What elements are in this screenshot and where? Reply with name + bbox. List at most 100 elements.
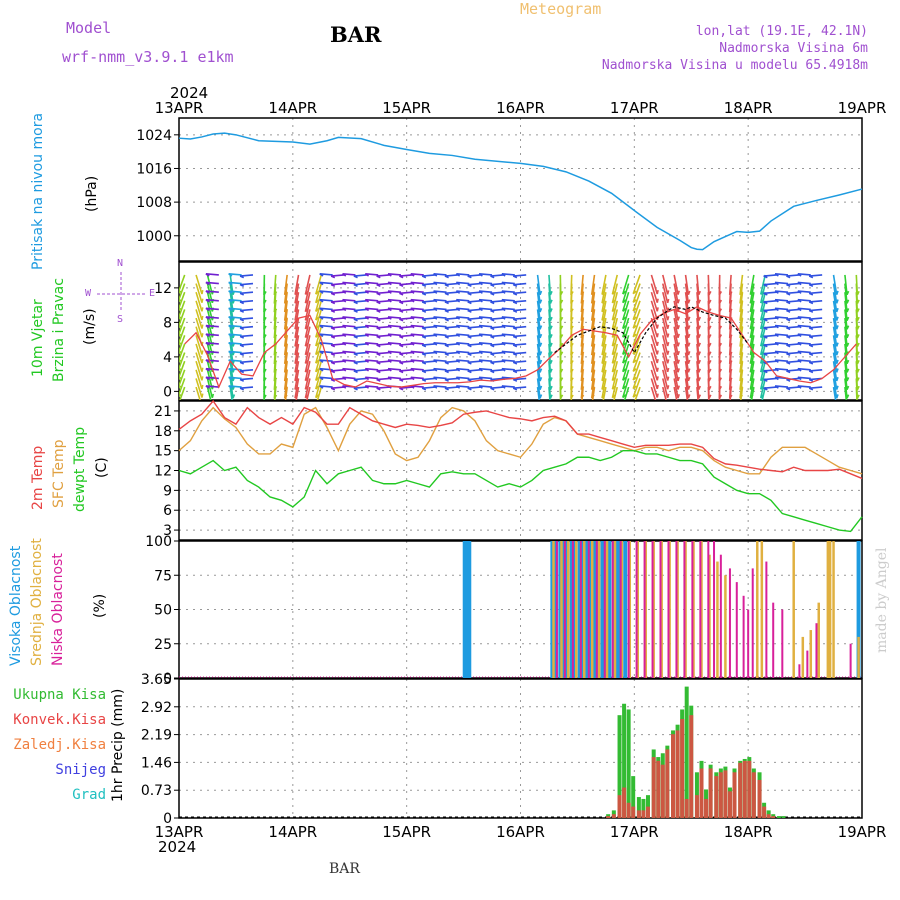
- wind-arrow: [622, 317, 630, 338]
- wind-arrow: [315, 283, 323, 304]
- wind-arrow-head: [399, 352, 404, 357]
- wind-arrow: [353, 274, 367, 277]
- wind-arrow: [809, 343, 823, 346]
- wind-arrow: [809, 369, 823, 372]
- wind-arrow: [774, 385, 789, 388]
- cloud-bar-mid: [826, 541, 830, 678]
- wind-arrow-head: [433, 307, 438, 312]
- cloud-bar-low: [643, 541, 646, 678]
- wind-arrow: [353, 325, 367, 329]
- wind-arrow: [315, 309, 323, 329]
- wind-arrow-head: [387, 290, 392, 294]
- wind-arrow: [399, 282, 413, 286]
- wind-arrow-head: [708, 368, 712, 373]
- wind-arrow-head: [179, 376, 182, 381]
- wind-arrow: [456, 273, 470, 276]
- wind-arrow-head: [549, 359, 553, 365]
- wind-arrow-head: [342, 376, 347, 381]
- wind-arrow-head: [808, 344, 814, 348]
- wind-arrow: [433, 324, 447, 328]
- wind-arrow-head: [730, 404, 732, 407]
- wind-arrow-head: [294, 360, 299, 365]
- wind-arrow-head: [399, 283, 404, 288]
- pressure-line: [178, 132, 863, 251]
- wind-arrow: [623, 386, 630, 400]
- wind-arrow-head: [632, 350, 637, 355]
- wind-arrow: [353, 360, 367, 364]
- wind-arrow-head: [666, 324, 670, 330]
- wind-arrow: [513, 360, 527, 364]
- wind-arrow-head: [601, 368, 606, 373]
- wind-arrow: [444, 343, 458, 346]
- wind-arrow: [490, 334, 504, 338]
- year-label-top: 2024: [170, 84, 209, 102]
- wind-arrow: [761, 386, 767, 400]
- wind-arrow-head: [364, 307, 370, 312]
- wind-arrow: [399, 343, 413, 346]
- cloud-bar-mid: [716, 561, 719, 678]
- wind-arrow-head: [205, 273, 210, 277]
- wind-arrow: [809, 360, 823, 364]
- wind-arrow-head: [239, 335, 245, 339]
- wind-arrow: [490, 386, 504, 389]
- wind-arrow-head: [421, 301, 427, 305]
- wind-arrow-head: [353, 309, 358, 313]
- wind-arrow: [376, 386, 390, 389]
- cloud-bar-mid: [832, 541, 835, 678]
- wind-arrow-head: [263, 334, 267, 339]
- wind-arrow: [304, 326, 311, 347]
- cloud-bar-mid: [708, 554, 711, 678]
- y-tick-label: 3: [163, 523, 172, 539]
- wind-arrow-head: [632, 299, 637, 303]
- wind-arrow-head: [433, 281, 438, 286]
- cloud-bar-mid: [644, 541, 647, 678]
- wind-arrow: [228, 273, 242, 276]
- wind-arrow: [365, 324, 379, 328]
- wind-arrow-head: [539, 333, 543, 339]
- cloud-bar-low: [713, 541, 716, 678]
- y-tick-label: 6: [163, 503, 172, 519]
- cloud-bar-high: [467, 541, 472, 678]
- wind-arrow-head: [797, 316, 802, 320]
- wind-arrow-head: [749, 299, 754, 304]
- wind-arrow-head: [559, 377, 564, 382]
- wind-arrow: [228, 316, 242, 319]
- wind-arrow-head: [666, 316, 670, 321]
- wind-arrow: [786, 317, 800, 320]
- wind-arrow: [387, 281, 402, 285]
- wind-arrow-head: [421, 361, 427, 365]
- wind-arrow-head: [760, 316, 764, 321]
- wind-arrow-head: [376, 309, 381, 313]
- wind-arrow: [179, 326, 186, 345]
- wind-arrow-head: [455, 368, 461, 372]
- wind-smooth-line: [554, 306, 749, 354]
- wind-arrow: [399, 291, 413, 295]
- wind-arrow: [501, 367, 515, 371]
- wind-arrow-head: [478, 376, 483, 381]
- wind-arrow-head: [699, 403, 701, 407]
- wind-arrow: [315, 378, 323, 398]
- wind-arrow-head: [632, 359, 637, 364]
- cloud-bar-mid: [700, 541, 703, 678]
- wind-arrow-head: [228, 324, 233, 329]
- wind-arrow-head: [835, 325, 839, 330]
- wind-arrow-head: [729, 360, 733, 365]
- wind-arrow-head: [749, 377, 754, 382]
- wind-arrow-head: [708, 290, 712, 296]
- wind-arrow-head: [263, 342, 267, 348]
- wind-arrow: [444, 351, 458, 355]
- wind-arrow: [304, 369, 311, 390]
- wind-arrow-head: [835, 342, 839, 347]
- wind-arrow-head: [315, 299, 320, 304]
- wind-arrow: [433, 376, 447, 380]
- wind-arrow-head: [708, 325, 712, 330]
- wind-arrow: [239, 325, 254, 329]
- wind-arrow-head: [467, 335, 472, 339]
- wind-arrow-head: [846, 342, 850, 347]
- wind-arrow: [315, 317, 323, 338]
- wind-arrow-head: [774, 359, 779, 363]
- wind-arrow: [844, 343, 848, 364]
- compass-south: S: [117, 314, 124, 325]
- wind-arrow-head: [687, 394, 691, 399]
- wind-arrow-head: [467, 292, 472, 296]
